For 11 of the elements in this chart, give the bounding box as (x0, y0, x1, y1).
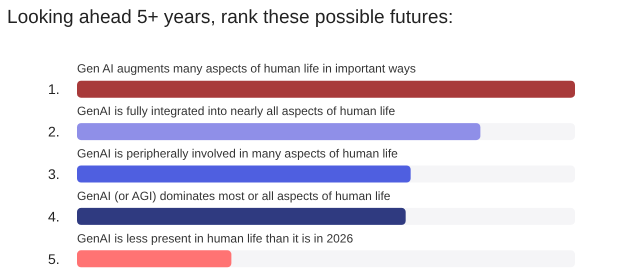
text: 1. (48, 81, 60, 98)
text: 4. (48, 208, 60, 224)
y-tick-label: GenAI is fully integrated into nearly all aspects of human life (77, 104, 396, 118)
chart-title: Looking ahead 5+ years, rank these possible futures: (7, 7, 454, 28)
y-tick-label: GenAI is peripherally involved in many aspects of human life (77, 146, 398, 160)
y-tick-label: GenAI is less present in human life than it is in 2026 (77, 231, 354, 246)
text: 2. (48, 124, 60, 140)
y-tick-label: GenAI (or AGI) dominates most or all aspects of human life (77, 188, 391, 203)
text: 3. (48, 166, 60, 182)
text: 5. (48, 250, 60, 267)
y-tick-label: Gen AI augments many aspects of human life in important ways (77, 62, 416, 76)
